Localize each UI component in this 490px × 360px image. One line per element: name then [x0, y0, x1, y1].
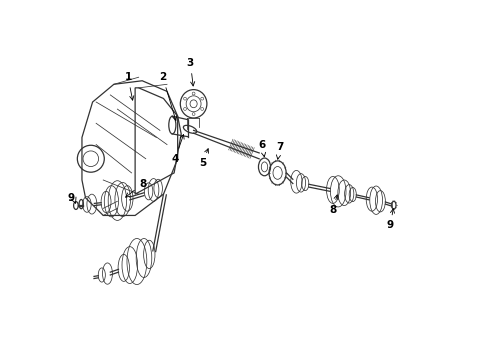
Text: 7: 7	[276, 143, 283, 159]
Text: 8: 8	[329, 195, 338, 215]
Text: 9: 9	[68, 193, 75, 203]
Text: 6: 6	[258, 140, 266, 157]
Text: 2: 2	[159, 72, 177, 121]
Text: 1: 1	[124, 72, 134, 100]
Text: 9: 9	[387, 209, 394, 230]
Text: 4: 4	[172, 135, 184, 164]
Text: 8: 8	[125, 179, 147, 197]
Text: 5: 5	[199, 149, 209, 168]
Text: 3: 3	[187, 58, 195, 86]
